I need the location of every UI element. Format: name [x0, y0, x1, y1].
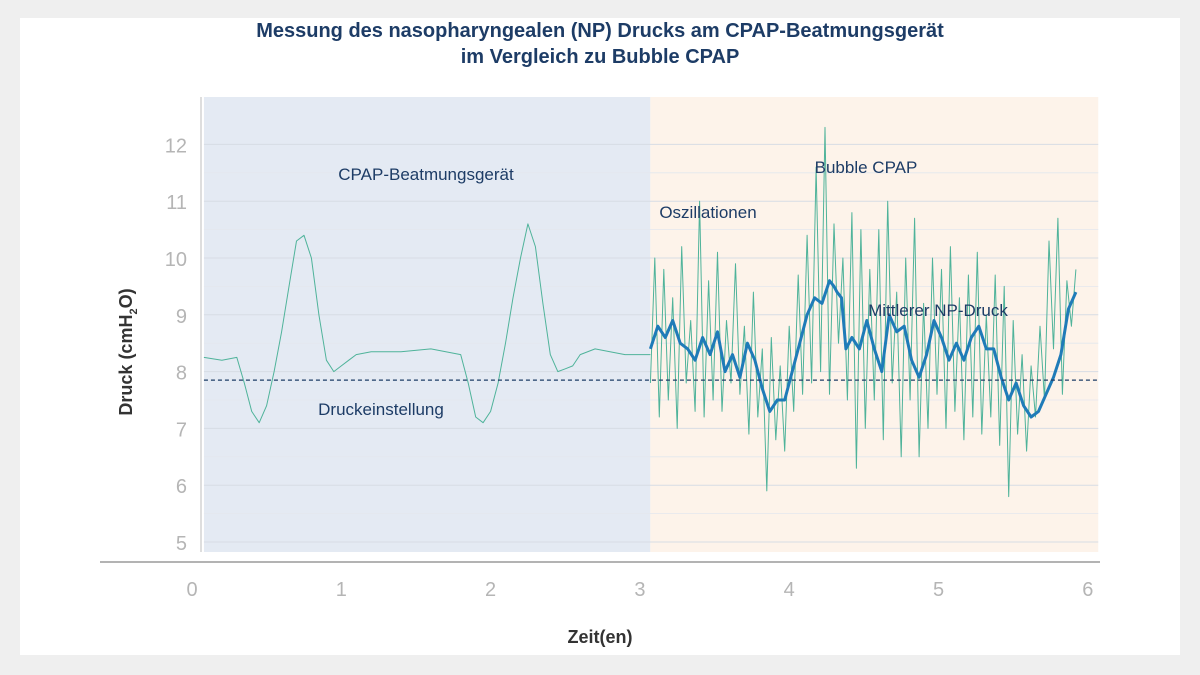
region-label-bubble-cpap: Bubble CPAP — [815, 158, 918, 177]
y-tick-label: 7 — [176, 419, 187, 441]
y-axis-label-suffix: O) — [116, 288, 137, 309]
mean-np-pressure-line — [648, 279, 1078, 419]
y-axis-label: Druck (cmH2O) — [116, 288, 140, 415]
oscillations-label: Oszillationen — [659, 203, 756, 222]
x-tick-label: 1 — [336, 579, 347, 601]
y-axis-label-sub: 2 — [127, 308, 140, 315]
y-tick-label: 12 — [165, 135, 187, 157]
x-tick-label: 5 — [933, 579, 944, 601]
chart-title-line1: Messung des nasopharyngealen (NP) Drucks… — [256, 20, 944, 42]
cpap-ventilator-trace — [203, 223, 651, 424]
y-tick-label: 10 — [165, 249, 187, 271]
x-axis-label: Zeit(en) — [567, 627, 633, 647]
y-tick-label: 9 — [176, 306, 187, 328]
region-label-cpap-ventilator: CPAP-Beatmungsgerät — [338, 165, 514, 184]
y-tick-label: 8 — [176, 363, 187, 385]
x-tick-label: 0 — [186, 579, 197, 601]
x-tick-label: 3 — [634, 579, 645, 601]
y-tick-label: 11 — [166, 192, 187, 214]
y-tick-label: 6 — [176, 476, 187, 498]
y-axis-label-prefix: Druck (cmH — [116, 314, 137, 416]
chart-title: Messung des nasopharyngealen (NP) Drucks… — [0, 18, 1200, 70]
x-tick-label: 2 — [485, 579, 496, 601]
chart-title-line2: im Vergleich zu Bubble CPAP — [460, 46, 740, 68]
x-tick-label: 4 — [784, 579, 795, 601]
mean-np-pressure-label: Mittlerer NP-Druck — [868, 301, 1008, 320]
x-tick-label: 6 — [1082, 579, 1093, 601]
pressure-setting-label: Druckeinstellung — [318, 400, 444, 419]
y-tick-label: 5 — [176, 533, 187, 555]
